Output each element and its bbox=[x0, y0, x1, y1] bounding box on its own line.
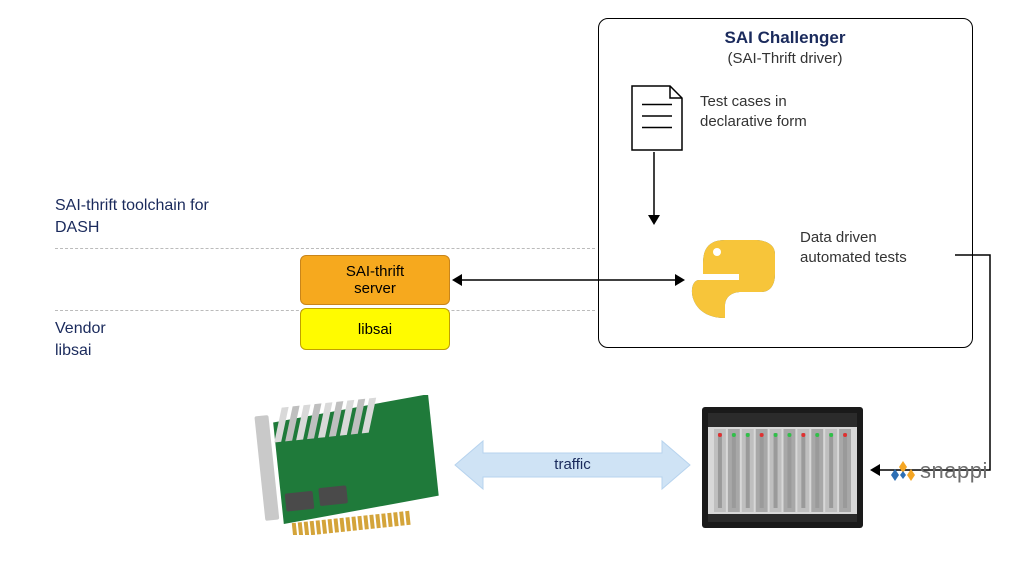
toolchain-line2: DASH bbox=[55, 219, 99, 236]
traffic-chassis-icon bbox=[700, 405, 865, 530]
test-cases-line1: Test cases in bbox=[700, 93, 787, 110]
data-driven-line2: automated tests bbox=[800, 249, 907, 266]
sai-challenger-subtitle: (SAI-Thrift driver) bbox=[620, 50, 950, 67]
toolchain-label: SAI-thrift toolchain for DASH bbox=[55, 195, 209, 238]
sai-thrift-server-line1: SAI-thrift bbox=[346, 263, 404, 280]
sai-thrift-server-line2: server bbox=[354, 280, 396, 297]
libsai-box: libsai bbox=[300, 308, 450, 350]
vendor-line1: Vendor bbox=[55, 320, 106, 337]
test-cases-label: Test cases in declarative form bbox=[700, 92, 807, 131]
snappi-mark-icon bbox=[890, 458, 916, 484]
nic-card-icon bbox=[250, 395, 445, 535]
vendor-line2: libsai bbox=[55, 342, 91, 359]
test-cases-line2: declarative form bbox=[700, 113, 807, 130]
vendor-libsai-label: Vendor libsai bbox=[55, 318, 106, 361]
sai-challenger-box bbox=[598, 18, 973, 348]
snappi-text: snappi bbox=[920, 458, 988, 484]
dashed-separator-top bbox=[55, 248, 595, 249]
sai-challenger-title: SAI Challenger bbox=[620, 28, 950, 48]
sai-thrift-server-box: SAI-thrift server bbox=[300, 255, 450, 305]
python-logo-icon bbox=[685, 228, 785, 328]
libsai-label: libsai bbox=[358, 321, 392, 338]
toolchain-line1: SAI-thrift toolchain for bbox=[55, 197, 209, 214]
document-icon bbox=[630, 84, 684, 152]
data-driven-label: Data driven automated tests bbox=[800, 228, 907, 267]
data-driven-line1: Data driven bbox=[800, 229, 877, 246]
traffic-label: traffic bbox=[455, 456, 690, 473]
snappi-logo: snappi bbox=[890, 458, 988, 484]
